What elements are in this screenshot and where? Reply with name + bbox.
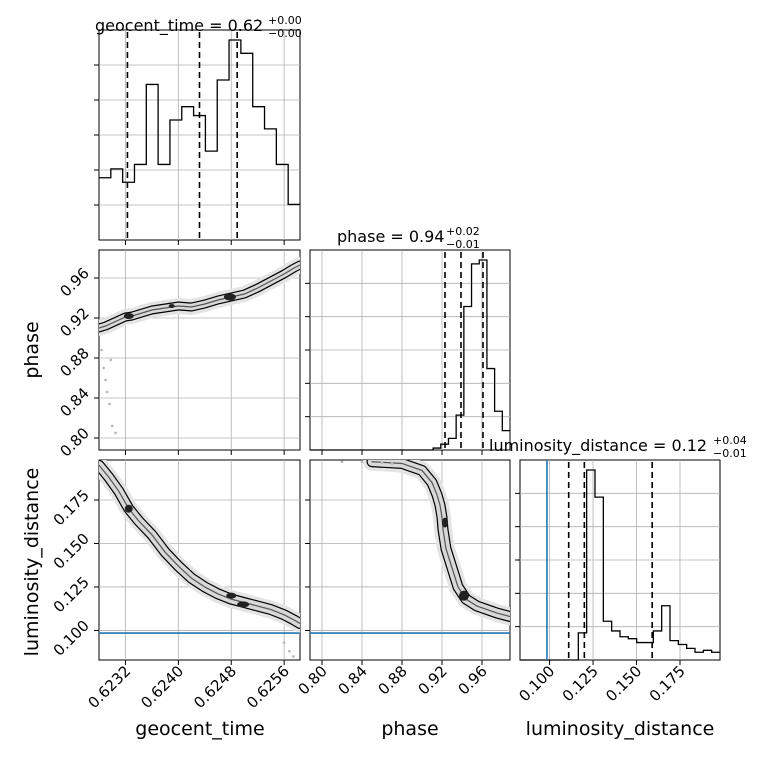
sample-point	[105, 390, 109, 394]
ylabel-luminosity-distance: luminosity_distance	[21, 468, 43, 657]
xtick-label-geocent_time: 0.6240	[137, 662, 187, 712]
ytick-label-phase: 0.96	[56, 264, 92, 300]
sample-point	[110, 424, 114, 428]
sample-point	[102, 366, 106, 370]
ytick-label-phase: 0.84	[56, 384, 92, 420]
xtick-label-geocent_time: 0.6248	[190, 662, 240, 712]
title-phase-minus: −0.01	[446, 238, 480, 251]
ytick-label-luminosity_distance: 0.175	[50, 486, 93, 529]
xtick-label-phase: 0.84	[334, 662, 370, 698]
density-dist-vs-geocent-outer-contour	[99, 460, 300, 629]
density-dist-vs-phase-core	[371, 461, 510, 618]
sample-point	[109, 358, 113, 362]
xtick-label-geocent_time: 0.6256	[243, 662, 293, 712]
sample-point	[100, 348, 104, 352]
xtick-label-luminosity_distance: 0.125	[559, 662, 602, 705]
xtick-label-phase: 0.92	[414, 662, 450, 698]
density-dist-vs-geocent	[99, 460, 300, 633]
ytick-label-phase: 0.88	[56, 344, 92, 380]
title-geocent-time-minus: −0.00	[268, 27, 302, 40]
panel-frame-dist-vs-phase	[309, 459, 511, 661]
density-peak	[442, 517, 448, 528]
title-luminosity-distance: luminosity_distance = 0.12	[489, 436, 707, 456]
histogram-luminosity_distance	[520, 469, 720, 661]
density-dist-vs-geocent-core	[99, 464, 300, 625]
xtick-label-luminosity_distance: 0.175	[646, 662, 689, 705]
density-peak	[123, 313, 134, 319]
title-geocent-time-plus: +0.00	[268, 14, 302, 27]
panel-frame-dist-vs-geocent	[98, 459, 301, 661]
xtick-label-luminosity_distance: 0.150	[602, 662, 645, 705]
density-peak	[124, 504, 133, 513]
sample-point	[360, 460, 364, 464]
xtick-label-phase: 0.80	[294, 662, 330, 698]
ytick-label-luminosity_distance: 0.150	[50, 530, 93, 573]
title-phase-plus: +0.02	[446, 225, 480, 238]
density-peak	[168, 304, 175, 308]
sample-point	[390, 462, 394, 465]
histogram-phase	[310, 259, 510, 451]
density-dist-vs-phase	[363, 460, 510, 626]
density-dist-vs-geocent-fill	[99, 460, 300, 628]
title-luminosity-distance-plus: +0.04	[713, 434, 747, 447]
density-dist-vs-geocent-halo	[99, 460, 300, 633]
title-geocent-time: geocent_time = 0.62	[95, 16, 263, 36]
sample-point	[104, 378, 108, 382]
sample-point	[380, 461, 384, 465]
sample-point	[340, 460, 344, 464]
xlabel-geocent-time: geocent_time	[135, 718, 264, 740]
xlabel-phase: phase	[381, 718, 438, 740]
ytick-label-phase: 0.92	[56, 304, 92, 340]
xtick-label-geocent_time: 0.6232	[84, 662, 134, 712]
density-peak	[459, 590, 469, 601]
density-peak	[226, 592, 237, 599]
xlabel-luminosity-distance: luminosity_distance	[526, 718, 715, 740]
xtick-label-luminosity_distance: 0.100	[515, 662, 558, 705]
sample-point	[282, 641, 286, 645]
sample-point	[114, 431, 117, 435]
ytick-label-luminosity_distance: 0.125	[50, 573, 93, 616]
density-peak	[223, 293, 236, 301]
ytick-label-luminosity_distance: 0.100	[50, 617, 93, 660]
density-phase-vs-geocent	[99, 257, 300, 336]
panel-frame-phase-vs-geocent	[98, 249, 301, 451]
title-luminosity-distance-minus: −0.01	[713, 447, 747, 460]
title-phase: phase = 0.94	[337, 227, 444, 246]
xtick-label-phase: 0.96	[454, 662, 490, 698]
density-peak	[237, 601, 250, 608]
ytick-label-phase: 0.80	[56, 424, 92, 460]
sample-point	[288, 649, 291, 653]
xtick-label-phase: 0.88	[374, 662, 410, 698]
density-phase-vs-geocent-core	[99, 264, 300, 329]
sample-point	[291, 655, 295, 658]
ylabel-phase: phase	[21, 321, 43, 378]
sample-point	[108, 402, 111, 406]
